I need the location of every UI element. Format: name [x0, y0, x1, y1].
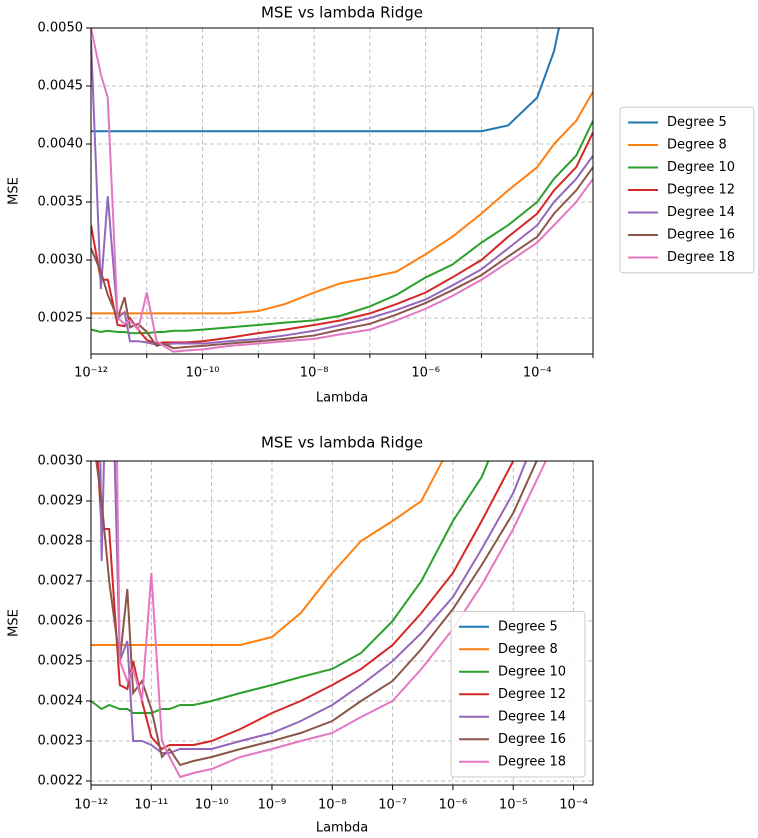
y-tick-label: 0.0025 [38, 654, 84, 669]
x-tick-label: 10⁻⁶ [439, 798, 468, 813]
x-tick-label: 10⁻¹² [74, 366, 108, 381]
x-tick-label: 10⁻⁵ [499, 798, 528, 813]
x-axis-label: Lambda [316, 391, 368, 406]
y-tick-label: 0.0023 [38, 734, 84, 749]
legend-label: Degree 10 [498, 664, 566, 679]
y-tick-label: 0.0029 [38, 494, 84, 509]
series-line [115, 461, 547, 779]
legend-box [619, 106, 755, 274]
legend-label: Degree 5 [498, 619, 558, 634]
legend-label: Degree 14 [498, 709, 566, 724]
y-tick-label: 0.0022 [38, 774, 84, 789]
x-tick-label: 10⁻⁴ [523, 366, 552, 381]
series-line [91, 91, 593, 315]
legend-label: Degree 10 [667, 160, 735, 175]
plot-frame [90, 460, 594, 786]
legend-label: Degree 14 [667, 205, 735, 220]
series-line [91, 166, 593, 350]
y-tick-label: 0.0030 [38, 454, 84, 469]
y-tick-label: 0.0024 [38, 694, 84, 709]
x-axis-label: Lambda [316, 821, 368, 836]
y-axis-label: MSE [7, 609, 22, 637]
x-tick-label: 10⁻⁶ [411, 366, 440, 381]
series-line [91, 39, 593, 346]
legend-label: Degree 16 [498, 732, 566, 747]
series-line [91, 131, 593, 345]
series-line [95, 461, 538, 767]
y-tick-label: 0.0028 [38, 534, 84, 549]
series-line [99, 461, 528, 754]
y-axis-label: MSE [7, 177, 22, 205]
y-tick-label: 0.0026 [38, 614, 84, 629]
y-tick-label: 0.0045 [38, 79, 84, 94]
chart-title: MSE vs lambda Ridge [261, 434, 423, 452]
x-tick-label: 10⁻⁸ [300, 366, 329, 381]
y-tick-label: 0.0030 [38, 253, 84, 268]
legend-label: Degree 12 [667, 183, 735, 198]
legend-box [450, 611, 586, 778]
legend: Degree 5 Degree 8 Degree 10 Degree 12 Degree… [619, 106, 755, 274]
legend-label: Degree 18 [498, 754, 566, 769]
legend-label: Degree 16 [667, 228, 735, 243]
legend-label: Degree 18 [667, 250, 735, 265]
x-tick-label: 10⁻⁸ [318, 798, 347, 813]
y-tick-label: 0.0050 [38, 21, 84, 36]
x-tick-label: 10⁻⁴ [559, 798, 588, 813]
x-tick-label: 10⁻⁷ [378, 798, 407, 813]
series-line [91, 120, 593, 335]
x-tick-label: 10⁻¹¹ [134, 798, 168, 813]
plot-frame [90, 27, 594, 355]
y-tick-label: 0.0025 [38, 311, 84, 326]
legend-label: Degree 8 [498, 642, 558, 657]
series-line [91, 28, 560, 133]
legend-label: Degree 5 [667, 115, 727, 130]
y-tick-label: 0.0027 [38, 574, 84, 589]
series-line [91, 461, 490, 714]
legend: Degree 5 Degree 8 Degree 10 Degree 12 Degree… [450, 611, 586, 778]
y-tick-label: 0.0035 [38, 195, 84, 210]
x-tick-label: 10⁻⁹ [258, 798, 287, 813]
x-tick-label: 10⁻¹⁰ [186, 366, 220, 381]
series-line [91, 28, 593, 353]
x-tick-label: 10⁻¹⁰ [195, 798, 229, 813]
series-line [91, 461, 444, 646]
y-tick-label: 0.0040 [38, 137, 84, 152]
x-tick-label: 10⁻¹² [74, 798, 108, 813]
chart-title: MSE vs lambda Ridge [261, 4, 423, 22]
legend-label: Degree 12 [498, 687, 566, 702]
legend-label: Degree 8 [667, 138, 727, 153]
